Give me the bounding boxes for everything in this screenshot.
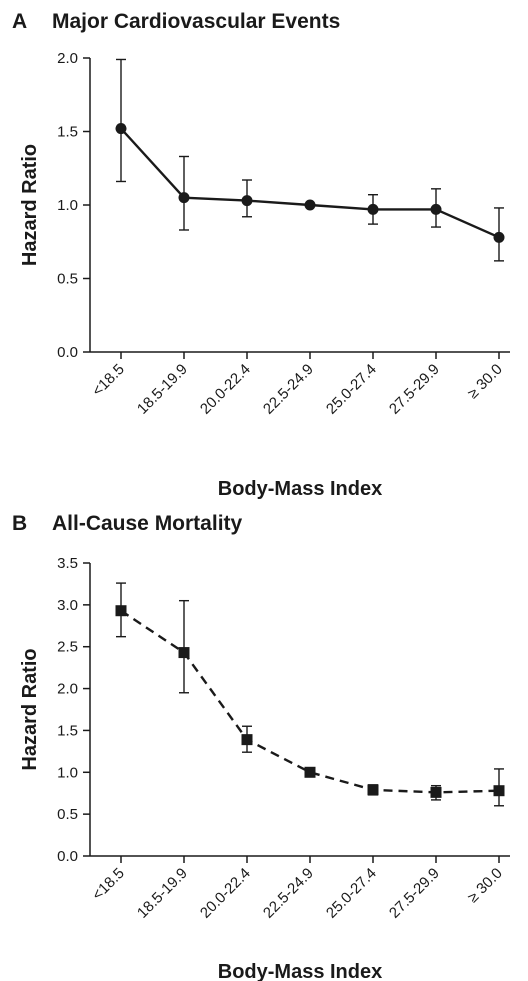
- x-tick-label: <18.5: [89, 865, 128, 904]
- x-tick-label: <18.5: [89, 361, 128, 400]
- x-tick-label: ≥ 30.0: [464, 361, 505, 402]
- y-tick-label: 2.5: [57, 639, 78, 656]
- x-tick-label: 22.5-24.9: [260, 865, 317, 922]
- data-point: [304, 199, 316, 211]
- error-bar: [116, 58, 126, 183]
- x-tick-label: 18.5-19.9: [134, 865, 191, 922]
- y-tick-label: 0.0: [57, 848, 78, 865]
- data-point: [367, 784, 379, 796]
- x-axis-title: Body-Mass Index: [218, 961, 382, 981]
- data-point: [178, 192, 190, 204]
- data-point: [241, 195, 253, 207]
- y-tick-label: 3.5: [57, 555, 78, 572]
- chart-panel-a: A Major Cardiovascular Events 0.0 0.5 1.0 1.5…: [12, 10, 510, 500]
- data-point: [493, 231, 505, 243]
- x-tick-label: 25.0-27.4: [323, 361, 380, 418]
- x-axis-title: Body-Mass Index: [218, 478, 382, 500]
- chart-title: All-Cause Mortality: [52, 512, 243, 535]
- series-line: [120, 127, 500, 239]
- data-point: [430, 203, 442, 215]
- panel-letter: A: [12, 10, 27, 33]
- y-axis-title: Hazard Ratio: [19, 144, 41, 266]
- data-point: [304, 766, 316, 778]
- chart-title: Major Cardiovascular Events: [52, 10, 340, 33]
- x-tick-label: 27.5-29.9: [386, 865, 443, 922]
- x-tick-label: ≥ 30.0: [464, 865, 505, 906]
- y-tick-label: 0.5: [57, 271, 78, 288]
- error-bar: [179, 599, 189, 694]
- data-point: [430, 786, 442, 798]
- x-tick-label: 20.0-22.4: [197, 865, 254, 922]
- data-point: [493, 785, 505, 797]
- y-tick-label: 0.0: [57, 344, 78, 361]
- panel-letter: B: [12, 512, 27, 535]
- x-tick-label: 18.5-19.9: [134, 361, 191, 418]
- y-tick-label: 1.5: [57, 124, 78, 141]
- y-tick-label: 1.0: [57, 197, 78, 214]
- y-tick-label: 1.5: [57, 722, 78, 739]
- x-tick-label: 27.5-29.9: [386, 361, 443, 418]
- y-tick-label: 3.0: [57, 597, 78, 614]
- y-tick-label: 1.0: [57, 764, 78, 781]
- y-axis-title: Hazard Ratio: [19, 648, 41, 770]
- y-tick-label: 2.0: [57, 50, 78, 67]
- data-point: [115, 123, 127, 135]
- x-tick-label: 20.0-22.4: [197, 361, 254, 418]
- data-point: [115, 605, 127, 617]
- data-point: [178, 647, 190, 659]
- y-tick-label: 2.0: [57, 681, 78, 698]
- data-point: [241, 734, 253, 746]
- data-point: [367, 203, 379, 215]
- chart-panel-b: B All-Cause Mortality 0.0 0.5 1.0 1.5 2.0 2.5 3.…: [12, 512, 510, 981]
- x-tick-label: 22.5-24.9: [260, 361, 317, 418]
- series-line: [120, 609, 500, 794]
- y-tick-label: 0.5: [57, 806, 78, 823]
- x-tick-label: 25.0-27.4: [323, 865, 380, 922]
